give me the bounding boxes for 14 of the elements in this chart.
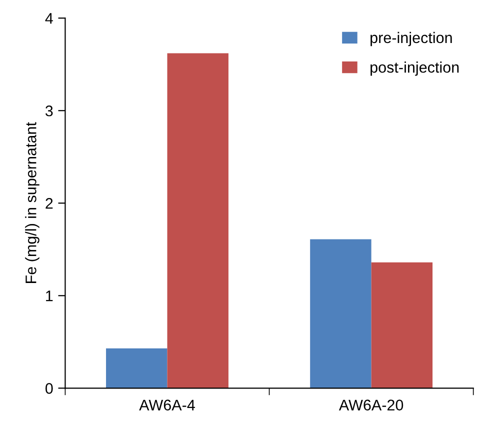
y-tick-label: 3 [45,105,53,116]
y-tick-label: 0 [46,383,53,394]
y-tick-label: 4 [45,13,53,24]
bar [106,348,168,388]
bar [310,239,372,388]
bar [167,53,228,388]
y-tick-label: 1 [46,290,53,302]
legend-label: pre-injection [370,32,452,46]
y-axis-title: Fe (mg/l) in supernatant [25,122,40,283]
legend-label: post-injection [370,62,459,76]
bar [371,262,433,388]
y-tick-label: 2 [46,198,53,209]
x-tick-label: AW6A-20 [338,400,404,410]
x-tick-label: AW6A-4 [139,400,195,410]
